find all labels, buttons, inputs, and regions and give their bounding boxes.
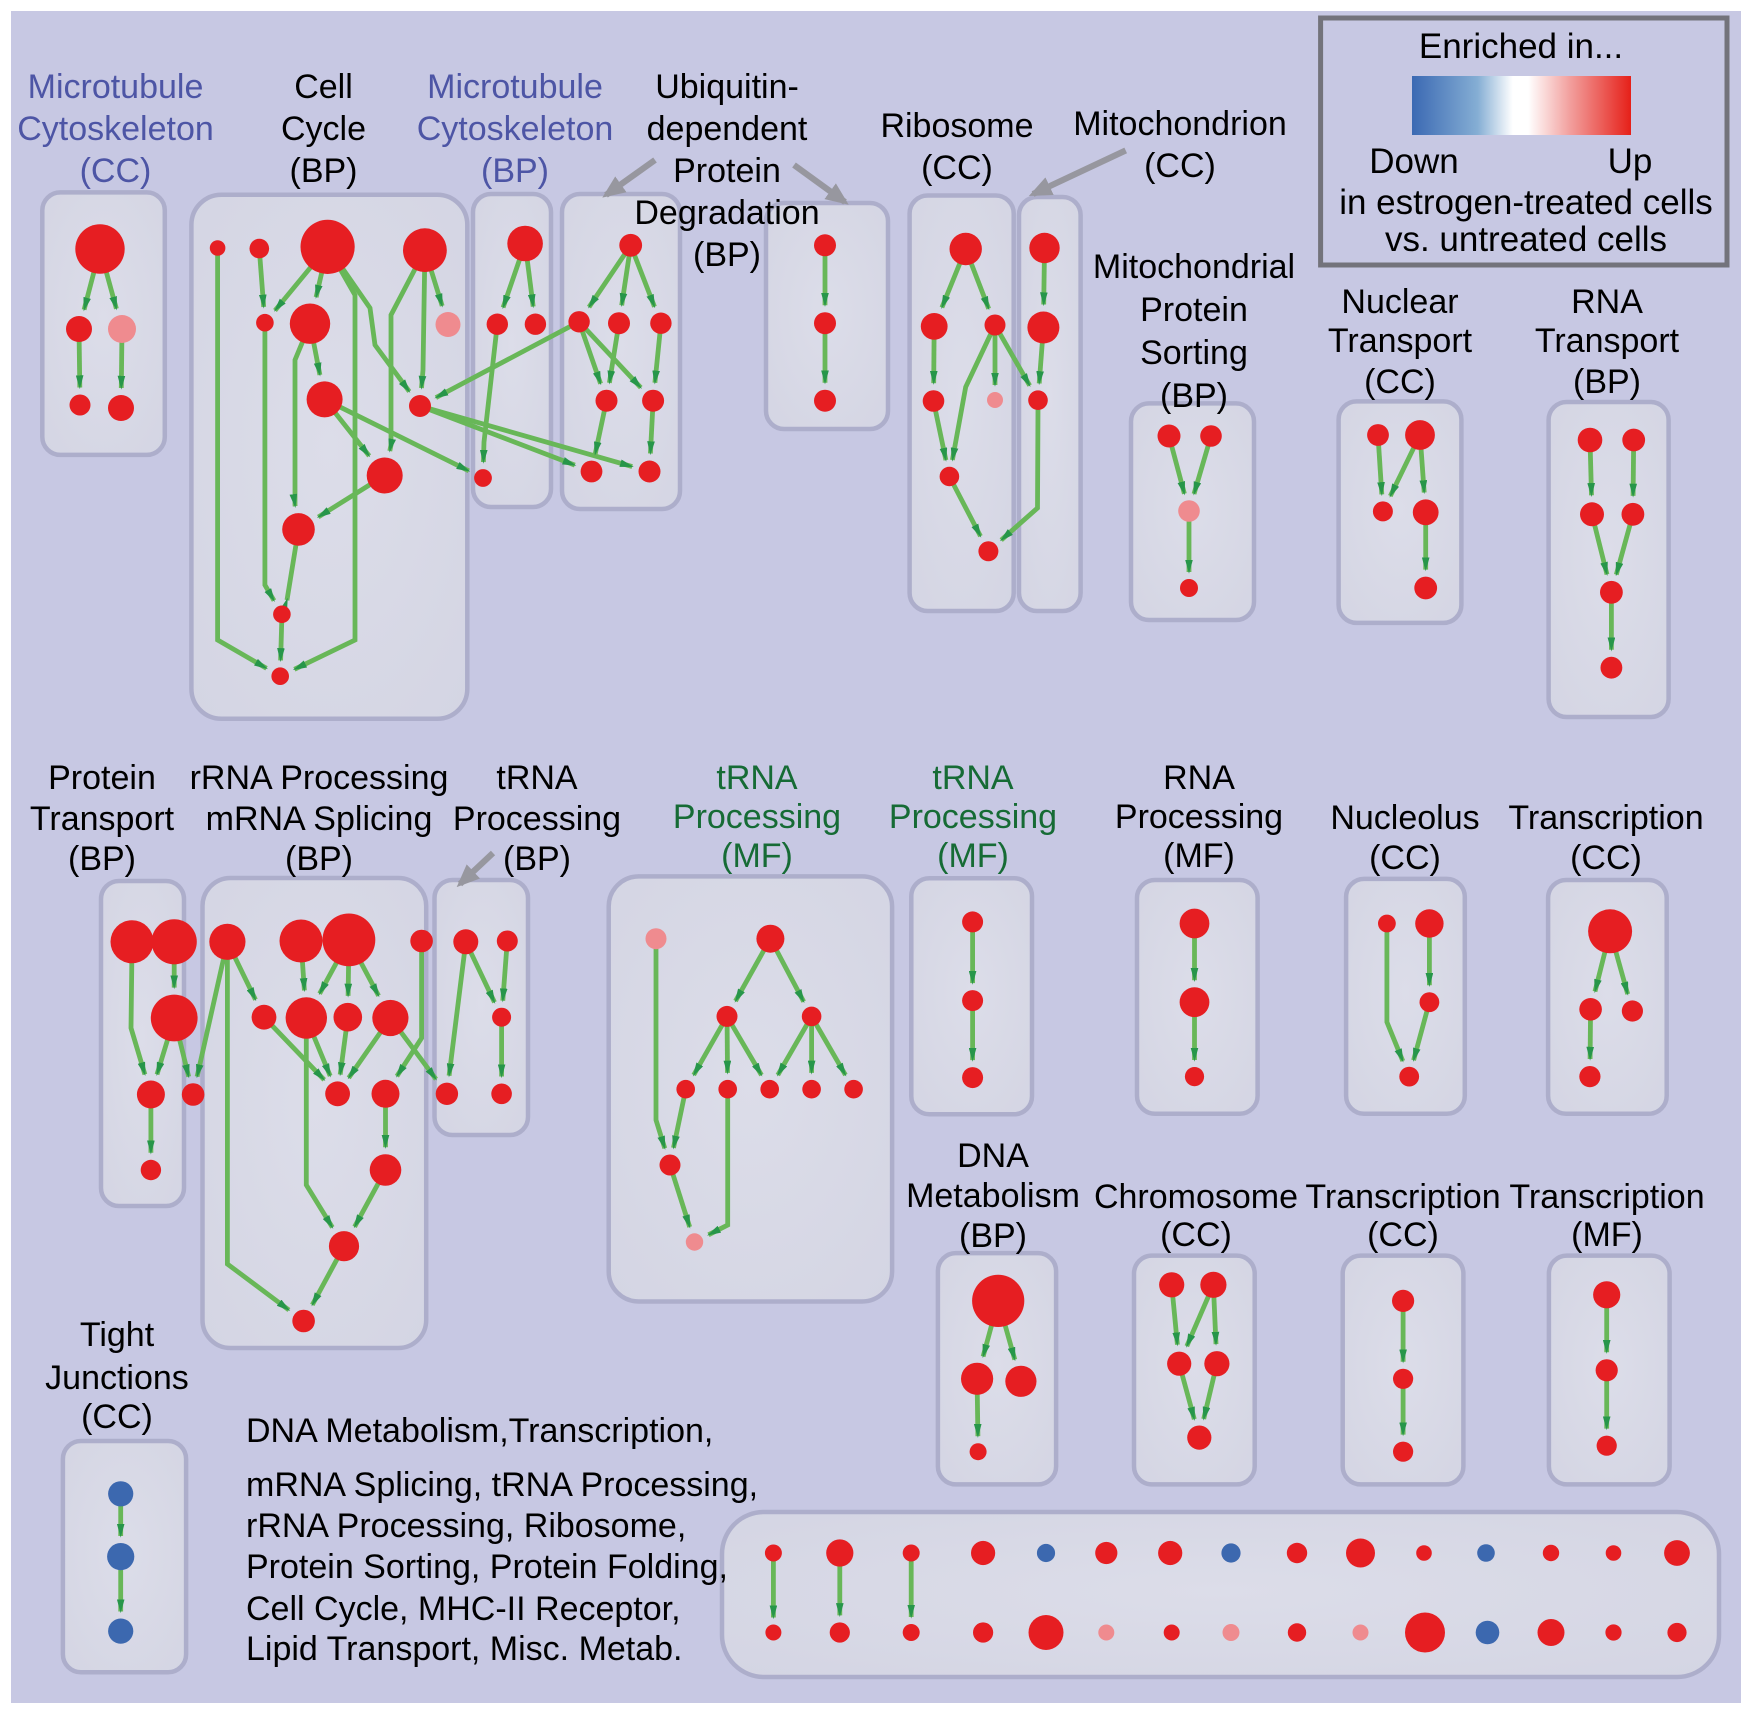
svg-text:Processing: Processing [673, 798, 841, 836]
svg-text:Nuclear: Nuclear [1341, 283, 1458, 321]
svg-text:(BP): (BP) [285, 840, 353, 878]
svg-text:mRNA Splicing: mRNA Splicing [206, 800, 433, 838]
svg-text:Tight: Tight [80, 1316, 155, 1354]
svg-text:vs. untreated cells: vs. untreated cells [1385, 220, 1667, 259]
svg-text:(BP): (BP) [1160, 377, 1228, 415]
svg-text:Lipid Transport, Misc. Metab.: Lipid Transport, Misc. Metab. [246, 1630, 683, 1668]
svg-text:Chromosome: Chromosome [1094, 1178, 1298, 1216]
svg-text:(CC): (CC) [1160, 1216, 1232, 1254]
svg-text:Processing: Processing [453, 800, 621, 838]
svg-text:Transport: Transport [1535, 322, 1680, 360]
svg-text:(BP): (BP) [693, 236, 761, 274]
svg-text:(CC): (CC) [81, 1398, 153, 1436]
svg-text:Cell Cycle, MHC-II Receptor,: Cell Cycle, MHC-II Receptor, [246, 1590, 681, 1628]
svg-text:(CC): (CC) [1369, 839, 1441, 877]
svg-text:Cycle: Cycle [281, 110, 366, 148]
svg-text:(MF): (MF) [1571, 1216, 1643, 1254]
svg-text:Protein: Protein [48, 759, 156, 797]
svg-text:Protein: Protein [1140, 291, 1248, 329]
svg-text:tRNA: tRNA [496, 759, 578, 797]
svg-text:DNA: DNA [957, 1137, 1029, 1175]
svg-text:Nucleolus: Nucleolus [1330, 799, 1479, 837]
svg-text:Processing: Processing [889, 798, 1057, 836]
svg-text:Ubiquitin-: Ubiquitin- [655, 68, 799, 106]
svg-text:(CC): (CC) [921, 149, 993, 187]
svg-text:rRNA Processing: rRNA Processing [190, 759, 449, 797]
svg-text:(MF): (MF) [721, 837, 793, 875]
svg-text:Down: Down [1369, 142, 1458, 181]
svg-text:Ribosome: Ribosome [880, 107, 1033, 145]
svg-text:rRNA Processing, Ribosome,: rRNA Processing, Ribosome, [246, 1507, 686, 1545]
svg-text:(CC): (CC) [1364, 363, 1436, 401]
svg-text:Transcription: Transcription [1509, 1178, 1704, 1216]
svg-text:Microtubule: Microtubule [28, 68, 204, 106]
svg-text:Sorting: Sorting [1140, 334, 1248, 372]
svg-text:(MF): (MF) [1163, 837, 1235, 875]
svg-text:Microtubule: Microtubule [427, 68, 603, 106]
svg-text:(CC): (CC) [1570, 839, 1642, 877]
svg-text:Degradation: Degradation [634, 194, 819, 232]
svg-text:(CC): (CC) [80, 152, 152, 190]
svg-text:in estrogen-treated cells: in estrogen-treated cells [1339, 183, 1713, 222]
svg-text:RNA: RNA [1571, 283, 1643, 321]
svg-text:(CC): (CC) [1367, 1216, 1439, 1254]
svg-text:dependent: dependent [647, 110, 808, 148]
svg-text:tRNA: tRNA [932, 759, 1014, 797]
svg-text:(BP): (BP) [481, 152, 549, 190]
svg-text:Protein: Protein [673, 152, 781, 190]
svg-text:Cell: Cell [294, 68, 353, 106]
svg-text:Metabolism: Metabolism [906, 1177, 1080, 1215]
svg-text:Cytoskeleton: Cytoskeleton [417, 110, 614, 148]
svg-text:Transcription: Transcription [1305, 1178, 1500, 1216]
svg-text:DNA Metabolism,Transcription,: DNA Metabolism,Transcription, [246, 1412, 713, 1450]
svg-text:Mitochondrial: Mitochondrial [1093, 248, 1295, 286]
svg-text:Transport: Transport [30, 800, 175, 838]
svg-text:RNA: RNA [1163, 759, 1235, 797]
svg-text:Mitochondrion: Mitochondrion [1073, 105, 1287, 143]
svg-text:Junctions: Junctions [45, 1359, 189, 1397]
svg-text:Enriched in...: Enriched in... [1419, 27, 1623, 66]
svg-text:(BP): (BP) [68, 840, 136, 878]
svg-text:Up: Up [1608, 142, 1653, 181]
svg-text:(CC): (CC) [1144, 147, 1216, 185]
svg-text:tRNA: tRNA [716, 759, 798, 797]
svg-text:Transport: Transport [1328, 322, 1473, 360]
svg-text:mRNA Splicing, tRNA Processing: mRNA Splicing, tRNA Processing, [246, 1466, 758, 1504]
svg-text:(BP): (BP) [503, 840, 571, 878]
svg-text:(BP): (BP) [290, 152, 358, 190]
svg-text:Transcription: Transcription [1508, 799, 1703, 837]
svg-text:(MF): (MF) [937, 837, 1009, 875]
svg-text:Processing: Processing [1115, 798, 1283, 836]
svg-text:Protein Sorting, Protein Foldi: Protein Sorting, Protein Folding, [246, 1548, 728, 1586]
svg-text:(BP): (BP) [1573, 363, 1641, 401]
svg-text:Cytoskeleton: Cytoskeleton [17, 110, 214, 148]
svg-text:(BP): (BP) [959, 1217, 1027, 1255]
